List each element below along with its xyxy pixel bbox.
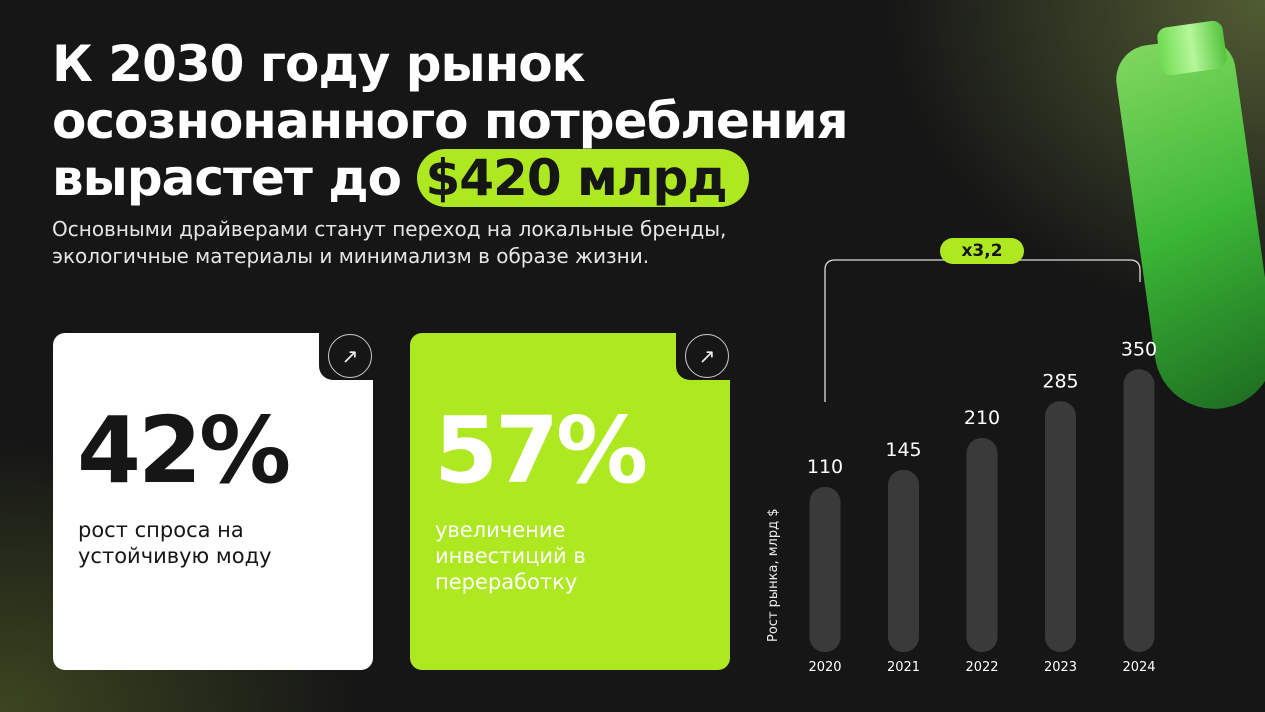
stat-description: увеличение инвестиций в переработку <box>435 518 586 594</box>
stat-description: рост спроса на устойчивую моду <box>78 518 272 568</box>
data-label: 210 <box>964 407 1000 429</box>
bar-2024 <box>1123 369 1155 652</box>
stat-value: 42% <box>77 397 291 504</box>
card-notch: ↗ <box>319 332 374 380</box>
bar-2020 <box>809 487 841 652</box>
bar-2021 <box>888 469 919 652</box>
data-label: 145 <box>885 439 921 461</box>
card-notch: ↗ <box>676 332 731 380</box>
arrow-up-right-icon[interactable]: ↗ <box>685 334 729 378</box>
x-tick-label: 2023 <box>1044 660 1077 675</box>
arrow-up-right-icon[interactable]: ↗ <box>328 334 372 378</box>
bottle-cap-image <box>1155 19 1229 77</box>
y-axis-label: Рост рынка, млрд $ <box>766 508 781 642</box>
subtitle: Основными драйверами станут переход на л… <box>52 217 727 268</box>
page-title: К 2030 году рынок осознонанного потребле… <box>52 36 1112 207</box>
title-line: вырастет до <box>52 149 402 207</box>
x-tick-label: 2020 <box>808 660 841 675</box>
stat-card-demand: ↗ 42% рост спроса на устойчивую моду <box>53 332 374 670</box>
bar-chart: 110 2020 145 2021 210 2022 285 2023 350 2024 <box>807 259 1157 675</box>
title-line: К 2030 году рынок <box>52 35 586 93</box>
data-label: 110 <box>807 456 843 478</box>
x-tick-label: 2021 <box>887 660 920 675</box>
stat-value: 57% <box>434 397 648 504</box>
growth-bracket <box>824 259 1141 402</box>
title-line: осознонанного потребления <box>52 92 849 150</box>
stat-card-investment: ↗ 57% увеличение инвестиций в переработк… <box>410 332 731 670</box>
x-tick-label: 2024 <box>1122 660 1155 675</box>
data-label: 350 <box>1121 338 1157 360</box>
data-label: 285 <box>1042 370 1078 392</box>
title-highlight: $420 млрд <box>417 149 749 207</box>
x-tick-label: 2022 <box>965 660 998 675</box>
bar-2022 <box>966 438 998 652</box>
bar-2023 <box>1045 401 1076 652</box>
growth-badge: x3,2 <box>940 238 1024 264</box>
